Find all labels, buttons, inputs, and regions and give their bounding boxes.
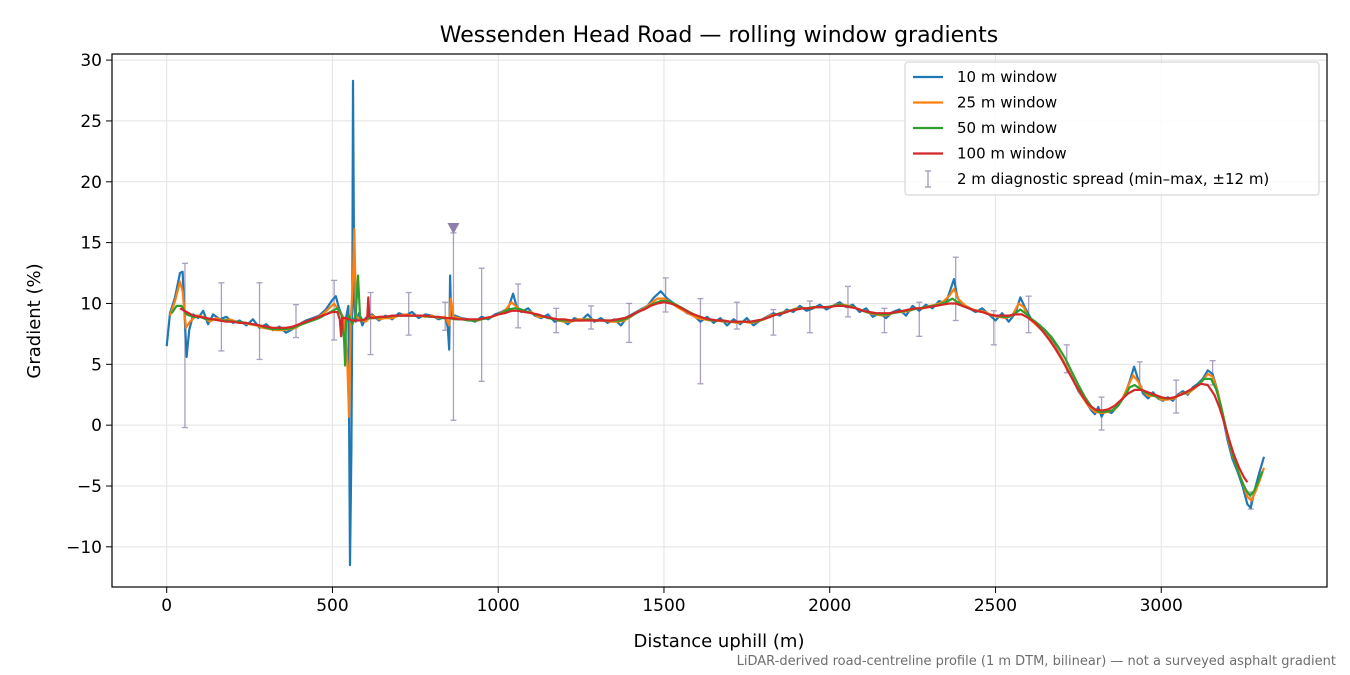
x-tick-label: 0 (161, 596, 172, 616)
diagnostic-errorbar (733, 301, 740, 330)
y-tick-label: −10 (66, 538, 102, 558)
legend-label: 100 m window (957, 145, 1067, 163)
source-footnote: LiDAR-derived road-centreline profile (1… (736, 654, 1336, 669)
diagnostic-spread (181, 223, 1254, 510)
diagnostic-errorbar (806, 300, 813, 334)
legend-label: 2 m diagnostic spread (min–max, ±12 m) (957, 170, 1269, 188)
y-tick-label: 15 (80, 234, 102, 254)
axis-ticks: 0 500 1000 1500 2000 2500 3000 −10 −5 0 5 10 15 20 25 3… (66, 51, 1183, 616)
legend-label: 10 m window (957, 68, 1057, 86)
diagnostic-errorbar (292, 304, 299, 339)
series-lines (165, 79, 1266, 567)
diagnostic-errorbar (478, 267, 485, 382)
legend-label: 25 m window (957, 94, 1057, 112)
diagnostic-marker (447, 223, 460, 235)
x-tick-label: 2000 (808, 596, 851, 616)
legend-swatch (925, 170, 931, 188)
diagnostic-errorbar (367, 291, 374, 356)
y-tick-label: 25 (80, 112, 102, 132)
series-line-2 (168, 228, 1266, 502)
y-axis-label: Gradient (%) (24, 263, 45, 378)
chart-title: Wessenden Head Road — rolling window gra… (440, 23, 998, 48)
y-tick-label: 0 (91, 416, 102, 436)
y-tick-label: 5 (91, 355, 102, 375)
diagnostic-errorbar (181, 262, 188, 429)
y-tick-label: 30 (80, 51, 102, 71)
diagnostic-errorbar (697, 297, 704, 385)
diagnostic-errorbar (515, 283, 522, 329)
legend: 10 m window 25 m window 50 m window 100 m w… (904, 61, 1320, 196)
legend-box (904, 61, 1320, 196)
x-tick-label: 1500 (642, 596, 685, 616)
x-tick-label: 2500 (974, 596, 1017, 616)
diagnostic-errorbar (662, 277, 669, 313)
x-tick-label: 500 (316, 596, 348, 616)
y-tick-label: 10 (80, 294, 102, 314)
plot-frame (111, 53, 1328, 588)
diagnostic-errorbar (881, 307, 888, 334)
y-tick-label: 20 (80, 173, 102, 193)
diagnostic-errorbar (256, 282, 263, 361)
x-tick-label: 3000 (1140, 596, 1183, 616)
series-line-4 (179, 296, 1249, 483)
x-axis-label: Distance uphill (m) (634, 631, 805, 652)
series-line-3 (170, 274, 1264, 497)
x-tick-label: 1000 (477, 596, 520, 616)
y-tick-label: −5 (77, 477, 102, 497)
diagnostic-errorbar (218, 282, 225, 352)
diagnostic-errorbar (626, 302, 633, 344)
diagnostic-errorbar (450, 232, 457, 421)
legend-label: 50 m window (957, 119, 1057, 137)
diagnostic-errorbar (844, 285, 851, 318)
